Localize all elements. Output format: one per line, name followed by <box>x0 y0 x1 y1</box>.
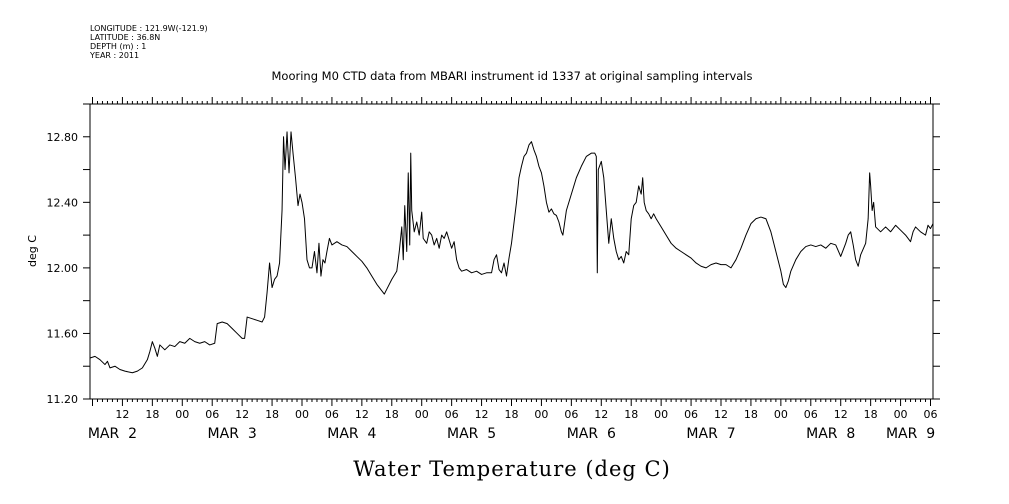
x-hour-label: 18 <box>145 408 159 421</box>
x-axis-label: Water Temperature (deg C) <box>353 457 671 481</box>
x-hour-label: 00 <box>774 408 788 421</box>
x-hour-label: 06 <box>924 408 938 421</box>
x-tick-labels: 12 18 00 06 12 18 00 06 12 18 00 06 12 18 00 06 12 18 00 06… <box>88 408 938 442</box>
plot-frame <box>89 103 934 400</box>
x-day-label: MAR 6 <box>567 426 616 442</box>
meta-latitude: LATITUDE : 36.8N <box>90 33 160 42</box>
x-hour-label: 00 <box>654 408 668 421</box>
x-hour-label: 00 <box>534 408 548 421</box>
x-day-label: MAR 2 <box>88 426 137 442</box>
x-hour-label: 06 <box>445 408 459 421</box>
x-hour-label: 00 <box>295 408 309 421</box>
meta-depth: DEPTH (m) : 1 <box>90 42 146 51</box>
x-day-label: MAR 7 <box>686 426 735 442</box>
y-tick-label: 12.80 <box>47 131 79 144</box>
water-temperature-series-line <box>89 131 934 374</box>
x-day-label: MAR 3 <box>208 426 257 442</box>
x-hour-label: 06 <box>804 408 818 421</box>
x-hour-label: 06 <box>564 408 578 421</box>
x-day-label: MAR 5 <box>447 426 496 442</box>
x-hour-label: 18 <box>744 408 758 421</box>
x-hour-label: 18 <box>385 408 399 421</box>
x-hour-label: 18 <box>624 408 638 421</box>
axis-ticks <box>83 97 940 406</box>
x-day-label: MAR 4 <box>327 426 376 442</box>
y-tick-label: 11.20 <box>47 393 79 406</box>
x-hour-label: 12 <box>834 408 848 421</box>
x-hour-label: 12 <box>115 408 129 421</box>
y-tick-labels: 11.20 11.60 12.00 12.40 12.80 <box>47 131 79 406</box>
x-hour-label: 18 <box>864 408 878 421</box>
meta-year: YEAR : 2011 <box>89 51 139 60</box>
y-tick-label: 12.00 <box>47 262 79 275</box>
meta-longitude: LONGITUDE : 121.9W(-121.9) <box>90 24 208 33</box>
x-hour-label: 12 <box>475 408 489 421</box>
x-hour-label: 12 <box>235 408 249 421</box>
y-axis-label: deg C <box>26 235 39 267</box>
x-hour-label: 00 <box>175 408 189 421</box>
x-hour-label: 00 <box>415 408 429 421</box>
y-tick-label: 11.60 <box>47 327 79 340</box>
x-hour-label: 06 <box>325 408 339 421</box>
metadata-block: LONGITUDE : 121.9W(-121.9) LATITUDE : 36… <box>89 24 208 60</box>
x-hour-label: 18 <box>505 408 519 421</box>
x-hour-label: 06 <box>684 408 698 421</box>
x-hour-label: 18 <box>265 408 279 421</box>
chart-title: Mooring M0 CTD data from MBARI instrumen… <box>272 69 753 83</box>
x-hour-label: 12 <box>355 408 369 421</box>
x-day-label: MAR 9 <box>886 426 935 442</box>
x-hour-label: 00 <box>894 408 908 421</box>
x-hour-label: 06 <box>205 408 219 421</box>
x-day-label: MAR 8 <box>806 426 855 442</box>
x-hour-label: 12 <box>714 408 728 421</box>
y-tick-label: 12.40 <box>47 196 79 209</box>
x-hour-label: 12 <box>594 408 608 421</box>
